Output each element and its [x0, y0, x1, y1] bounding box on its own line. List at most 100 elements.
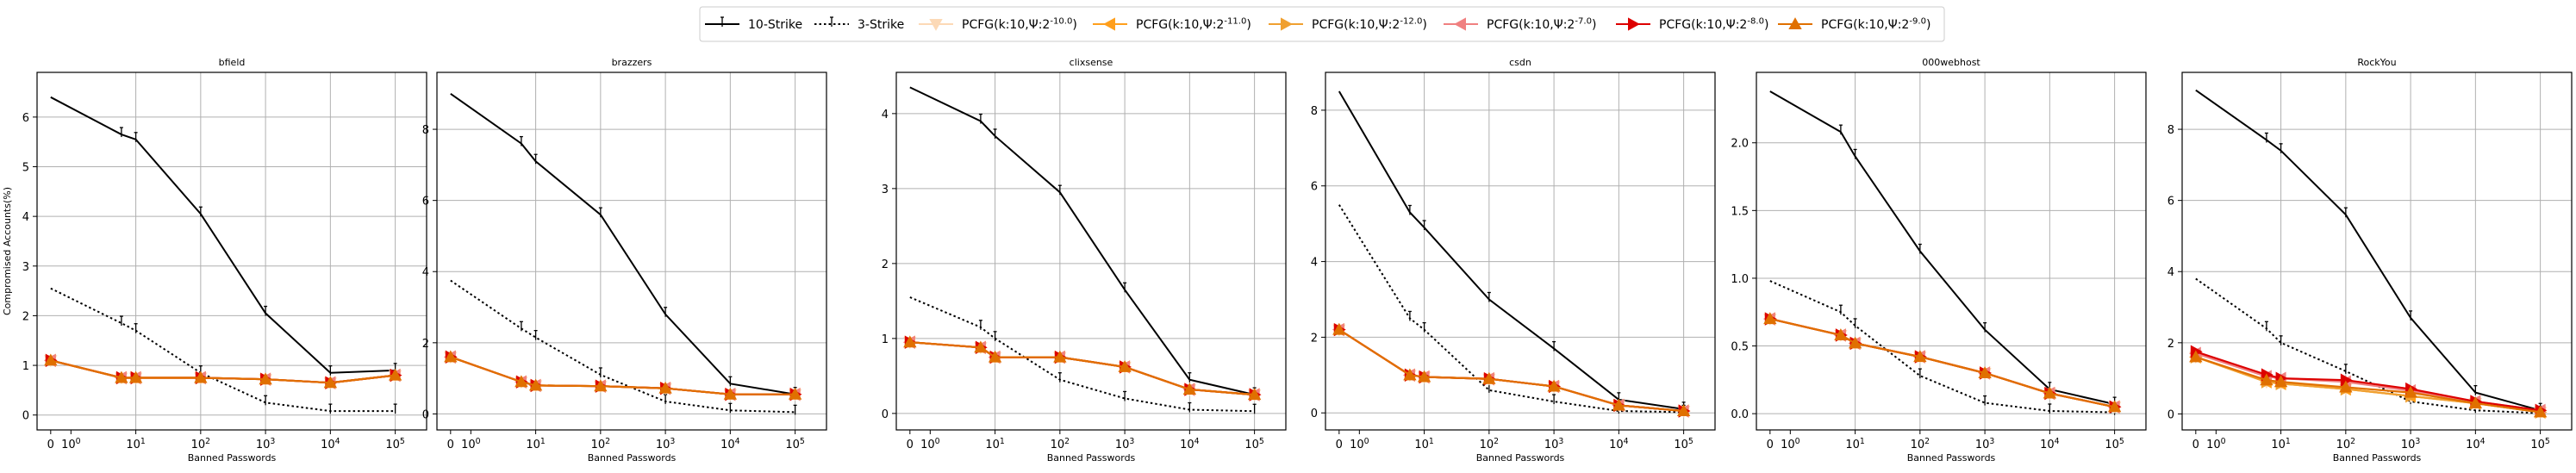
x-tick-label: 100​ — [461, 437, 481, 451]
x-tick-label: 104​ — [2040, 437, 2060, 451]
data-point-strike3 — [1252, 403, 1257, 414]
x-axis-label: Banned Passwords — [2333, 452, 2422, 464]
x-tick-label: 0 — [907, 439, 914, 451]
series-line-strike10 — [909, 86, 1255, 396]
data-point-strike10 — [728, 376, 733, 387]
y-tick-label: 2.0 — [1731, 138, 1749, 151]
x-tick-label: 105​ — [385, 437, 405, 451]
series-line-strike3 — [2195, 277, 2541, 414]
data-point-pcfg9 — [528, 378, 543, 391]
data-point-strike10 — [328, 365, 333, 376]
x-tick-label: 104​ — [1609, 437, 1629, 451]
data-point-pcfg9 — [2404, 385, 2417, 398]
series-strike10 — [2195, 89, 2542, 414]
series-pcfg9 — [44, 353, 402, 389]
legend-label-pcfg10: PCFG(k:10,Ψ:2-10.0​) — [962, 16, 1077, 32]
series-strike3 — [50, 287, 397, 414]
data-point-pcfg9 — [323, 376, 338, 389]
y-tick-label: 6 — [2167, 196, 2174, 208]
panel-3: csdn 0 2 4 6 8 0 100​ 101​ 102​ 103​ 104​ 105​ Banned… — [1311, 57, 1716, 464]
data-point-pcfg9 — [1763, 312, 1777, 325]
grid — [2182, 72, 2572, 430]
data-point-pcfg9 — [128, 370, 143, 383]
data-point-pcfg9 — [974, 340, 988, 353]
data-point-strike3 — [134, 323, 138, 333]
y-tick-label: 8 — [422, 124, 429, 137]
x-tick-label: 101​ — [985, 437, 1005, 451]
data-point-pcfg9 — [723, 387, 738, 400]
data-point-strike10 — [2343, 207, 2348, 218]
data-point-strike3 — [2279, 335, 2283, 345]
data-point-strike3 — [2343, 364, 2348, 374]
data-point-strike3 — [1123, 390, 1127, 401]
y-tick-label: 3 — [22, 261, 29, 274]
data-point-strike10 — [2473, 384, 2478, 395]
panel-title: RockYou — [2357, 57, 2396, 68]
data-point-strike3 — [978, 320, 982, 330]
data-point-pcfg9 — [2533, 405, 2548, 418]
y-tick-label: 1 — [22, 360, 29, 373]
y-tick-label: 2 — [22, 310, 29, 323]
data-point-strike10 — [1487, 291, 1491, 302]
y-tick-label: 0 — [22, 410, 29, 423]
y-tick-label: 8 — [2167, 124, 2174, 137]
series-line-strike10 — [1338, 90, 1684, 410]
data-point-pcfg9 — [2043, 386, 2057, 399]
chart-panels: bfield 0 1 2 3 4 5 6 0 100​ 101​ 102​ 103​ 104​ 105​ Ba… — [2, 57, 2573, 464]
data-point-strike3 — [393, 403, 397, 414]
x-tick-label: 0 — [1336, 439, 1343, 451]
data-point-strike3 — [1838, 304, 1843, 315]
y-tick-label: 1.5 — [1731, 205, 1749, 218]
x-tick-label: 102​ — [2336, 437, 2356, 451]
x-tick-label: 0 — [447, 439, 454, 451]
data-point-pcfg9 — [2189, 350, 2203, 363]
data-point-strike10 — [2409, 310, 2413, 321]
data-point-strike3 — [1853, 318, 1857, 328]
series-line-strike10 — [450, 92, 795, 395]
axes-frame — [895, 72, 1287, 431]
y-tick-label: 6 — [422, 196, 429, 208]
data-point-strike10 — [519, 135, 523, 146]
y-tick-label: 5 — [22, 162, 29, 175]
panel-title: bfield — [219, 57, 246, 68]
data-point-pcfg9 — [2273, 375, 2288, 388]
x-tick-label: 100​ — [920, 437, 940, 451]
data-point-pcfg9 — [1332, 322, 1346, 335]
data-point-pcfg9 — [1848, 336, 1862, 349]
data-point-strike10 — [1407, 204, 1412, 215]
series-strike10 — [1769, 90, 2117, 408]
data-point-pcfg9 — [988, 350, 1002, 363]
x-tick-label: 100​ — [1781, 437, 1800, 451]
x-tick-label: 105​ — [2105, 437, 2124, 451]
x-tick-label: 100​ — [1350, 437, 1369, 451]
data-point-pcfg9 — [388, 368, 402, 381]
series-strike10 — [50, 96, 397, 376]
data-point-strike3 — [993, 331, 997, 341]
data-point-pcfg9 — [594, 379, 608, 392]
data-point-strike10 — [1188, 372, 1192, 383]
x-tick-label: 102​ — [191, 437, 211, 451]
series-strike3 — [2195, 277, 2542, 416]
series-line-pcfg8 — [1338, 328, 1684, 413]
x-tick-label: 101​ — [1414, 437, 1434, 451]
x-axis-label: Banned Passwords — [1047, 452, 1136, 464]
x-tick-label: 102​ — [591, 437, 611, 451]
data-point-strike10 — [119, 127, 123, 138]
axes-frame — [436, 72, 827, 431]
data-point-pcfg9 — [2468, 396, 2483, 409]
x-tick-label: 104​ — [2466, 437, 2486, 451]
series-line-strike3 — [50, 287, 396, 413]
x-tick-label: 104​ — [321, 437, 340, 451]
axes-frame — [36, 72, 427, 431]
data-point-strike10 — [2264, 132, 2268, 143]
data-point-pcfg9 — [1403, 368, 1417, 381]
series-strike3 — [1338, 204, 1686, 415]
y-tick-label: 0 — [2167, 408, 2174, 421]
series-line-pcfg7 — [1338, 328, 1684, 413]
data-point-strike3 — [728, 402, 733, 414]
series-strike3 — [1769, 280, 2117, 415]
y-tick-label: 4 — [2167, 266, 2174, 279]
data-point-strike3 — [2264, 321, 2268, 332]
y-tick-label: 4 — [1311, 257, 1318, 270]
legend-label-strike10: 10-Strike — [748, 18, 802, 32]
